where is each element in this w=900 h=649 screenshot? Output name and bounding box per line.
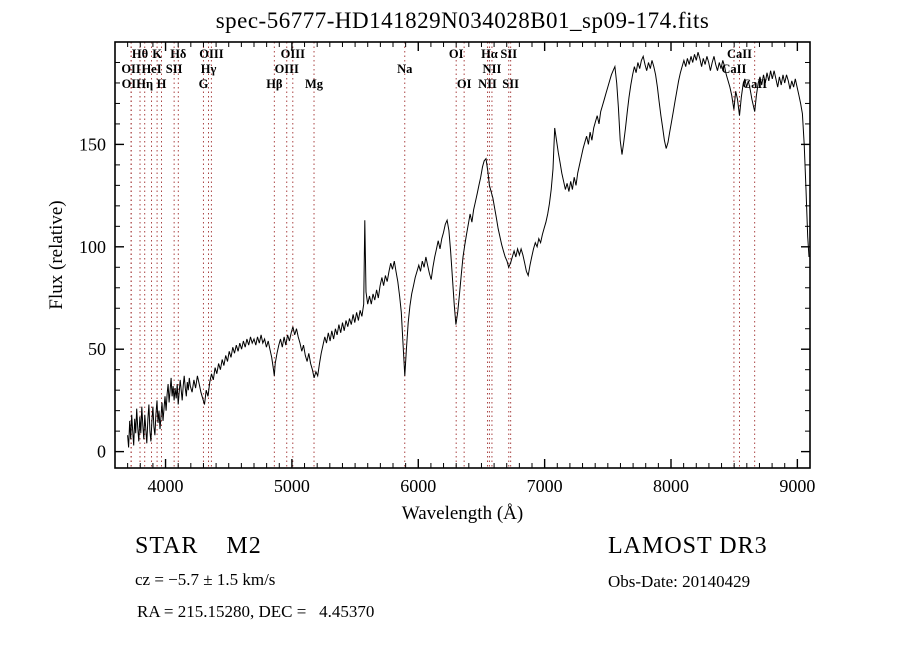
object-type-label: STAR M2 [135,533,262,559]
spectrum-line [127,52,810,448]
marker-label: OII [122,77,142,91]
marker-label: SII [500,47,517,61]
y-tick-label: 0 [97,442,106,462]
marker-label: OI [457,77,472,91]
obs-date-label: Obs-Date: 20140429 [608,572,751,591]
spectrum-chart: spec-56777-HD141829N034028B01_sp09-174.f… [46,8,815,524]
marker-label: Hγ [201,62,217,76]
x-tick-label: 5000 [274,476,310,496]
y-tick-label: 150 [79,134,106,154]
ra-dec-label: RA = 215.15280, DEC = 4.45370 [137,602,375,621]
marker-label: OIII [275,62,299,76]
marker-label: K [152,47,162,61]
y-tick-label: 50 [88,339,106,359]
marker-label: CaII [727,47,752,61]
marker-label: Hβ [266,77,283,91]
marker-label: SII [166,62,183,76]
x-tick-label: 4000 [148,476,184,496]
marker-label: NII [483,62,502,76]
chart-title: spec-56777-HD141829N034028B01_sp09-174.f… [216,8,710,33]
x-tick-label: 8000 [653,476,689,496]
marker-label: G [199,77,209,91]
marker-label: NII [478,77,497,91]
x-tick-label: 6000 [400,476,436,496]
x-tick-label: 7000 [527,476,563,496]
x-tick-label: 9000 [779,476,815,496]
marker-label: Mg [305,77,324,91]
marker-label: Hα [481,47,498,61]
plot-frame [114,41,811,469]
marker-label: Hδ [170,47,187,61]
cz-label: cz = −5.7 ± 1.5 km/s [135,570,276,589]
marker-label: H [157,77,167,91]
marker-label: OII [121,62,141,76]
marker-label: Na [397,62,413,76]
marker-label: SII [502,77,519,91]
marker-label: CaII [721,62,746,76]
marker-label: OIII [281,47,305,61]
x-axis-label: Wavelength (Å) [402,503,523,524]
marker-label: HeI [141,62,161,76]
marker-label: OI [449,47,464,61]
marker-label: Hθ [132,47,148,61]
marker-label: OIII [199,47,223,61]
y-tick-label: 100 [79,237,106,257]
y-axis-label: Flux (relative) [46,200,67,309]
survey-label: LAMOST DR3 [608,533,768,559]
marker-label: Hη [136,77,153,91]
spectrum-page: spec-56777-HD141829N034028B01_sp09-174.f… [46,8,815,621]
